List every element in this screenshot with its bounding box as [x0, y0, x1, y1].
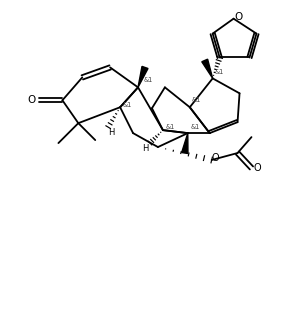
Text: &1: &1: [192, 97, 201, 103]
Text: &1: &1: [123, 102, 132, 108]
Polygon shape: [138, 66, 148, 87]
Text: H: H: [108, 128, 114, 137]
Text: O: O: [254, 163, 261, 173]
Polygon shape: [202, 59, 213, 78]
Text: O: O: [212, 153, 219, 163]
Text: O: O: [234, 12, 243, 22]
Text: &1: &1: [190, 124, 199, 130]
Text: &1: &1: [143, 77, 153, 83]
Polygon shape: [182, 133, 188, 153]
Text: &1: &1: [215, 69, 224, 75]
Text: H: H: [142, 144, 148, 152]
Text: &1: &1: [165, 124, 175, 130]
Text: O: O: [27, 95, 36, 105]
